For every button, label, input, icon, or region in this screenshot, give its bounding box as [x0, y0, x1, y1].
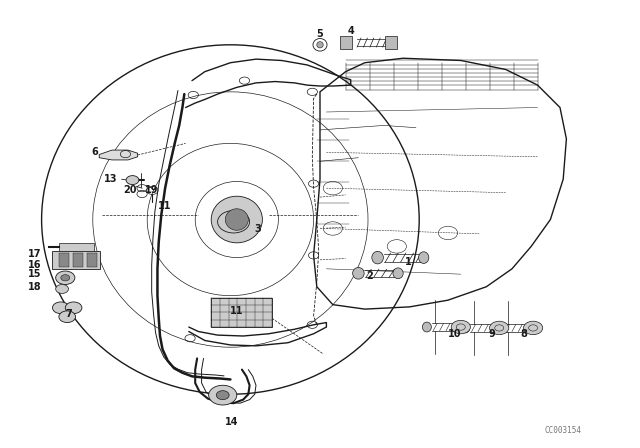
Ellipse shape	[317, 42, 323, 48]
Bar	[385, 36, 397, 49]
Bar	[340, 36, 352, 49]
Text: 16: 16	[28, 260, 42, 270]
Circle shape	[56, 271, 75, 284]
Bar	[59, 253, 69, 267]
Text: 3: 3	[254, 224, 261, 234]
Circle shape	[65, 302, 82, 314]
Circle shape	[52, 302, 69, 314]
Circle shape	[490, 321, 509, 335]
Text: 13: 13	[104, 174, 117, 184]
Bar	[211, 298, 272, 327]
Text: 11: 11	[158, 201, 172, 211]
Ellipse shape	[393, 268, 403, 279]
Text: 5: 5	[317, 29, 323, 39]
Text: 2: 2	[366, 271, 372, 280]
Ellipse shape	[225, 209, 248, 230]
Ellipse shape	[372, 251, 383, 264]
Text: 18: 18	[28, 282, 42, 292]
Circle shape	[59, 311, 76, 323]
Circle shape	[451, 320, 470, 334]
Text: 9: 9	[488, 329, 495, 339]
Polygon shape	[99, 150, 138, 160]
Text: 14: 14	[225, 417, 239, 427]
Ellipse shape	[461, 323, 470, 333]
Circle shape	[61, 275, 70, 281]
Bar	[87, 253, 97, 267]
Text: 10: 10	[447, 329, 461, 339]
Text: 6: 6	[92, 147, 98, 157]
Text: 15: 15	[28, 269, 42, 279]
Ellipse shape	[353, 267, 364, 279]
Text: 17: 17	[28, 250, 42, 259]
Circle shape	[126, 176, 139, 185]
Circle shape	[524, 321, 543, 335]
Ellipse shape	[495, 323, 504, 333]
Bar	[59, 243, 94, 251]
Text: 19: 19	[145, 185, 159, 194]
Circle shape	[56, 284, 68, 293]
Circle shape	[209, 385, 237, 405]
Ellipse shape	[211, 196, 262, 243]
Bar	[73, 253, 83, 267]
Bar	[52, 251, 100, 269]
Text: 11: 11	[230, 306, 244, 316]
Text: CC003154: CC003154	[545, 426, 582, 435]
Text: 20: 20	[123, 185, 136, 194]
Text: 8: 8	[520, 329, 527, 339]
Ellipse shape	[422, 322, 431, 332]
Circle shape	[216, 391, 229, 400]
Text: 1: 1	[405, 257, 412, 267]
Text: 7: 7	[66, 309, 72, 319]
Text: 4: 4	[348, 26, 354, 36]
Ellipse shape	[419, 252, 429, 263]
